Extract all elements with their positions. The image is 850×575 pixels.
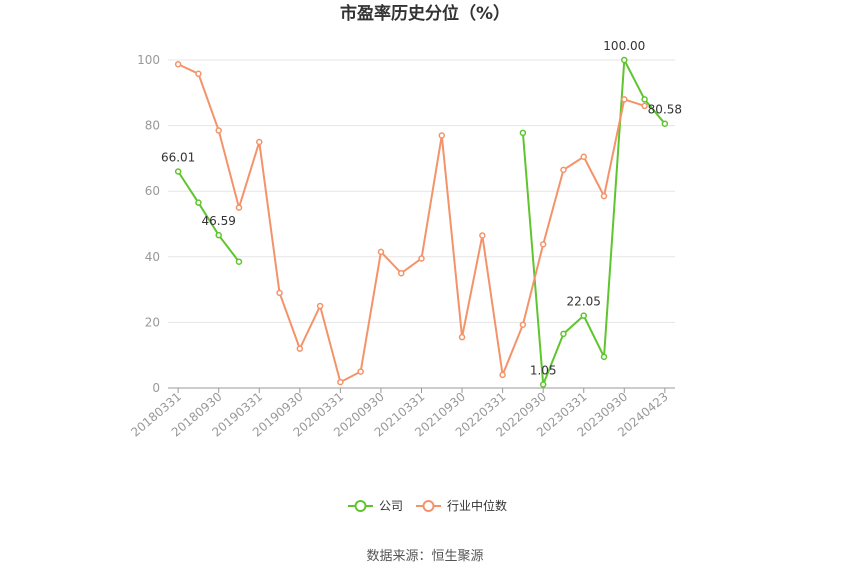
- series-point-1: [600, 192, 608, 200]
- series-point-0: [560, 330, 567, 338]
- data-label: 1.05: [530, 364, 557, 378]
- series-point-1: [235, 204, 243, 211]
- series-line-1: [177, 63, 645, 384]
- series-point-0: [580, 312, 587, 319]
- series-point-1: [519, 321, 527, 328]
- grid-lines: [168, 59, 675, 323]
- series-point-1: [438, 132, 446, 139]
- series-point-1: [580, 153, 587, 161]
- series-point-0: [539, 381, 547, 388]
- legend-label: 公司: [379, 499, 403, 513]
- series-point-0: [661, 120, 669, 127]
- legend-label: 行业中位数: [447, 498, 507, 513]
- series-point-1: [174, 61, 182, 68]
- series-line-0: [521, 56, 666, 385]
- series-point-1: [377, 248, 385, 256]
- series-point-0: [215, 231, 222, 239]
- legend-marker-icon: [422, 500, 435, 512]
- y-tick-label: 100: [137, 53, 160, 67]
- data-labels: 66.01 46.59 1.05 22.05 100.00 80.58: [161, 39, 682, 378]
- series-point-0: [600, 353, 608, 361]
- data-label: 46.59: [202, 214, 236, 228]
- series-point-1: [256, 138, 263, 146]
- series-lines: [174, 56, 669, 388]
- series-point-1: [499, 371, 506, 379]
- series-line-0: [177, 170, 240, 263]
- y-tick-label: 80: [145, 119, 160, 133]
- y-tick-label: 0: [152, 381, 160, 395]
- series-point-1: [195, 70, 202, 78]
- series-point-1: [296, 345, 304, 352]
- series-point-1: [621, 96, 628, 103]
- legend-item-0[interactable]: 公司: [348, 499, 403, 513]
- series-point-1: [479, 232, 486, 239]
- series-point-1: [458, 333, 466, 341]
- series-point-1: [357, 368, 364, 375]
- series-point-0: [174, 168, 182, 175]
- source-note: 数据来源：恒生聚源: [366, 549, 483, 564]
- data-label: 66.01: [161, 150, 195, 164]
- y-tick-label: 40: [145, 250, 160, 264]
- data-label: 100.00: [603, 39, 645, 53]
- legend-marker-icon: [354, 500, 367, 512]
- series-point-1: [337, 378, 344, 386]
- axes: 0204060801002018033120180930201903312019…: [128, 53, 675, 440]
- legend[interactable]: 公司 行业中位数: [348, 498, 507, 513]
- series-point-1: [539, 241, 547, 248]
- series-point-1: [560, 166, 567, 174]
- data-label: 80.58: [648, 103, 682, 117]
- y-tick-label: 20: [145, 315, 160, 329]
- series-point-1: [418, 255, 425, 262]
- data-label: 22.05: [567, 295, 601, 309]
- series-point-0: [621, 56, 628, 64]
- chart-title: 市盈率历史分位（%）: [340, 3, 510, 24]
- series-point-1: [276, 289, 283, 297]
- series-point-0: [519, 129, 527, 137]
- series-point-1: [641, 102, 648, 110]
- series-point-0: [641, 96, 648, 103]
- series-point-0: [235, 258, 243, 265]
- series-point-1: [397, 269, 405, 277]
- series-point-0: [195, 199, 202, 206]
- legend-item-1[interactable]: 行业中位数: [416, 498, 507, 513]
- series-point-1: [215, 127, 222, 134]
- series-point-1: [316, 302, 324, 310]
- y-tick-label: 60: [145, 184, 160, 198]
